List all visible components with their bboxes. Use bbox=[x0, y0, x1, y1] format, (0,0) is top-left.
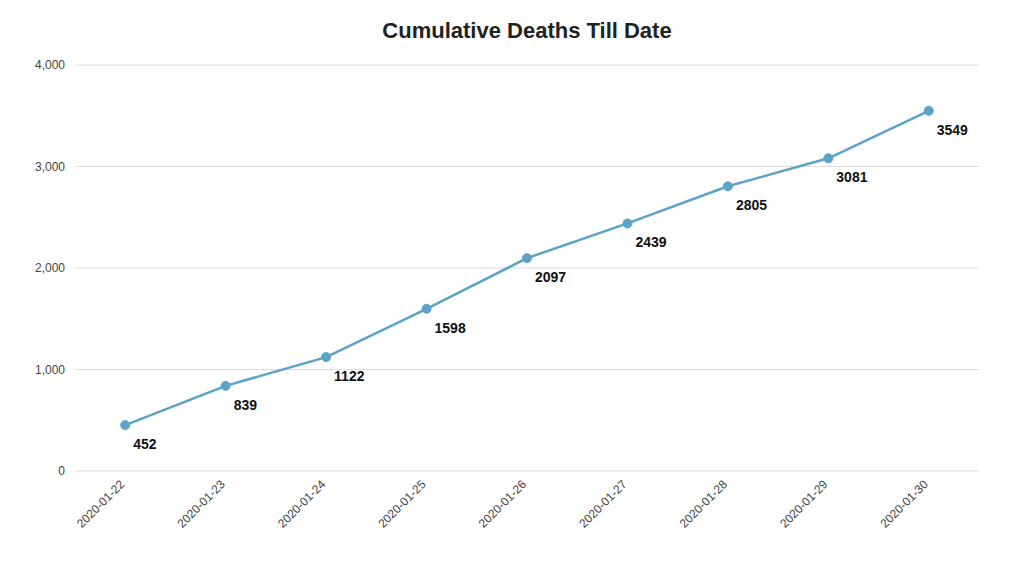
grid-line bbox=[75, 166, 979, 167]
x-tick-label: 2020-01-28 bbox=[677, 477, 731, 531]
data-label: 2805 bbox=[736, 197, 767, 213]
y-tick-label: 1,000 bbox=[35, 363, 65, 377]
series bbox=[121, 106, 934, 429]
grid-line bbox=[75, 65, 979, 66]
grid-line bbox=[75, 268, 979, 269]
y-tick-label: 2,000 bbox=[35, 261, 65, 275]
data-labels: 452 839 1122 1598 2097 2439 2805 3081 3549 bbox=[133, 122, 968, 452]
y-tick-label: 4,000 bbox=[35, 58, 65, 72]
x-tick-label: 2020-01-29 bbox=[777, 477, 831, 531]
marker bbox=[422, 304, 431, 313]
data-label: 3081 bbox=[836, 169, 867, 185]
marker bbox=[623, 219, 632, 228]
marker bbox=[523, 254, 532, 263]
y-tick-label: 3,000 bbox=[35, 160, 65, 174]
y-tick-label: 0 bbox=[58, 464, 65, 478]
data-label: 2097 bbox=[535, 269, 566, 285]
chart: Cumulative Deaths Till Date 0 1,000 2,000 3,… bbox=[0, 0, 1024, 576]
x-tick-label: 2020-01-30 bbox=[878, 477, 932, 531]
x-tick-label: 2020-01-27 bbox=[576, 477, 630, 531]
data-label: 839 bbox=[234, 397, 258, 413]
data-label: 452 bbox=[133, 436, 157, 452]
y-axis: 0 1,000 2,000 3,000 4,000 bbox=[35, 58, 979, 478]
grid-line bbox=[75, 369, 979, 370]
x-tick-label: 2020-01-22 bbox=[74, 477, 128, 531]
marker bbox=[322, 353, 331, 362]
marker bbox=[924, 106, 933, 115]
data-label: 2439 bbox=[635, 234, 666, 250]
marker bbox=[723, 182, 732, 191]
data-label: 1598 bbox=[435, 320, 466, 336]
x-tick-label: 2020-01-23 bbox=[174, 477, 228, 531]
marker bbox=[221, 381, 230, 390]
grid-line bbox=[75, 471, 979, 472]
data-label: 3549 bbox=[937, 122, 968, 138]
x-tick-label: 2020-01-24 bbox=[275, 477, 329, 531]
title: Cumulative Deaths Till Date bbox=[382, 18, 671, 43]
line bbox=[125, 111, 929, 425]
x-tick-label: 2020-01-25 bbox=[375, 477, 429, 531]
marker bbox=[824, 154, 833, 163]
x-axis: 2020-01-22 2020-01-23 2020-01-24 2020-01-25… bbox=[74, 477, 931, 531]
data-label: 1122 bbox=[334, 368, 365, 384]
x-tick-label: 2020-01-26 bbox=[476, 477, 530, 531]
marker bbox=[121, 421, 130, 430]
